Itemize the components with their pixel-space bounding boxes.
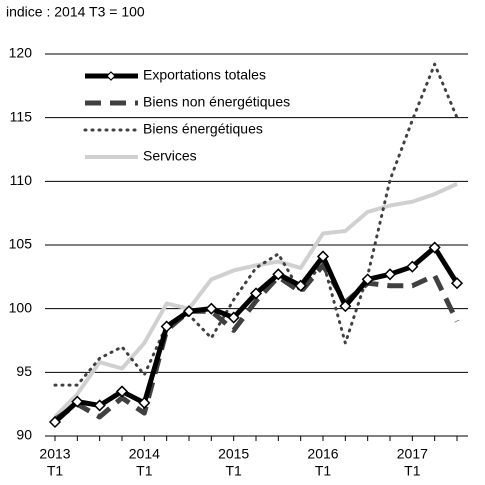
marker [450,277,464,290]
marker [138,396,151,409]
x-tick-label: T1 [225,463,242,479]
y-tick-label: 115 [10,108,33,124]
marker [227,311,240,324]
y-tick-label: 105 [9,236,33,252]
marker [406,260,419,273]
legend-marker [106,71,116,81]
x-tick-label: T1 [136,463,153,479]
marker [48,415,62,429]
legend-label: Exportations totales [143,67,266,83]
marker [249,287,263,300]
y-tick-label: 100 [9,299,33,315]
legend-label: Biens non énergétiques [143,94,290,110]
marker [205,302,218,315]
marker [182,305,196,318]
y-tick-label: 90 [16,427,32,443]
x-tick-label: 2014 [129,446,160,462]
marker [294,279,307,292]
marker [383,268,397,281]
marker [272,268,285,281]
legend-label: Services [143,148,197,164]
y-tick-label: 120 [9,45,33,61]
marker [339,300,352,313]
y-tick-label: 110 [10,172,33,188]
marker [71,395,84,408]
chart-subtitle: indice : 2014 T3 = 100 [6,4,145,20]
x-tick-label: 2016 [307,446,338,462]
x-tick-label: T1 [315,463,332,479]
x-tick-label: 2013 [39,446,70,462]
x-tick-label: 2015 [218,446,249,462]
series-line [53,262,460,422]
marker [361,273,374,286]
series-line [53,245,460,424]
marker [428,241,441,254]
series-line [53,182,458,419]
marker [115,385,129,398]
x-tick-label: 2017 [397,446,428,462]
series-line [53,62,459,387]
marker [93,399,106,412]
x-tick-label: T1 [404,463,421,479]
legend-label: Biens énergétiques [143,121,263,137]
marker [316,250,330,263]
x-tick-label: T1 [47,463,64,479]
marker [160,320,173,333]
y-tick-label: 95 [16,363,32,379]
